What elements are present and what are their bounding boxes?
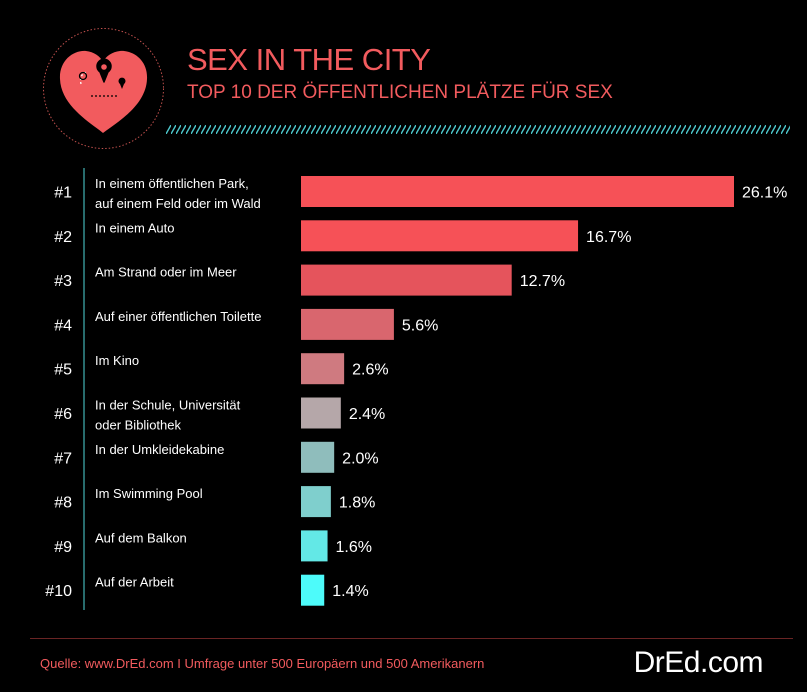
- category-label: auf einem Feld oder im Wald: [95, 196, 261, 211]
- category-label: Auf dem Balkon: [95, 530, 187, 545]
- bar: [301, 574, 325, 606]
- bar: [301, 530, 328, 562]
- chart-subtitle: TOP 10 DER ÖFFENTLICHEN PLÄTZE FÜR SEX: [187, 82, 613, 103]
- value-label: 2.0%: [342, 450, 378, 467]
- value-label: 1.4%: [332, 583, 368, 600]
- header-hatch-divider: [166, 125, 790, 134]
- rank-label: #4: [54, 317, 72, 334]
- dred-logo: DrEd.com: [633, 646, 764, 679]
- value-label: 26.1%: [742, 185, 787, 202]
- bar: [301, 220, 579, 252]
- category-label: In einem Auto: [95, 220, 175, 235]
- bar: [301, 353, 345, 385]
- rank-label: #9: [54, 539, 72, 556]
- value-label: 2.4%: [349, 406, 385, 423]
- header-heart-icon: [43, 28, 164, 149]
- footer-divider: [30, 638, 793, 639]
- category-label: oder Bibliothek: [95, 418, 181, 433]
- rank-label: #1: [54, 185, 72, 202]
- value-label: 12.7%: [520, 273, 565, 290]
- category-label: Auf einer öffentlichen Toilette: [95, 309, 261, 324]
- category-label: Auf der Arbeit: [95, 575, 174, 590]
- bar: [301, 441, 335, 473]
- bar: [301, 264, 512, 296]
- value-label: 16.7%: [586, 229, 631, 246]
- category-label: In der Umkleidekabine: [95, 442, 224, 457]
- value-label: 5.6%: [402, 317, 438, 334]
- category-label: Im Kino: [95, 353, 139, 368]
- rank-label: #3: [54, 273, 72, 290]
- category-label: In der Schule, Universität: [95, 398, 241, 413]
- category-label: In einem öffentlichen Park,: [95, 176, 249, 191]
- bar: [301, 397, 341, 429]
- chart-title: SEX IN THE CITY: [187, 42, 431, 77]
- bar: [301, 176, 734, 207]
- value-label: 1.6%: [336, 539, 372, 556]
- rank-label: #5: [54, 362, 72, 379]
- rank-label: #2: [54, 229, 72, 246]
- bar: [301, 308, 394, 340]
- rank-label: #10: [45, 583, 72, 600]
- category-label: Im Swimming Pool: [95, 486, 203, 501]
- rank-label: #7: [54, 450, 72, 467]
- value-label: 2.6%: [352, 362, 388, 379]
- rank-label: #6: [54, 406, 72, 423]
- category-label: Am Strand oder im Meer: [95, 265, 237, 280]
- bar: [301, 486, 331, 518]
- rank-label: #8: [54, 495, 72, 512]
- source-note: Quelle: www.DrEd.com I Umfrage unter 500…: [40, 656, 485, 671]
- value-label: 1.8%: [339, 495, 375, 512]
